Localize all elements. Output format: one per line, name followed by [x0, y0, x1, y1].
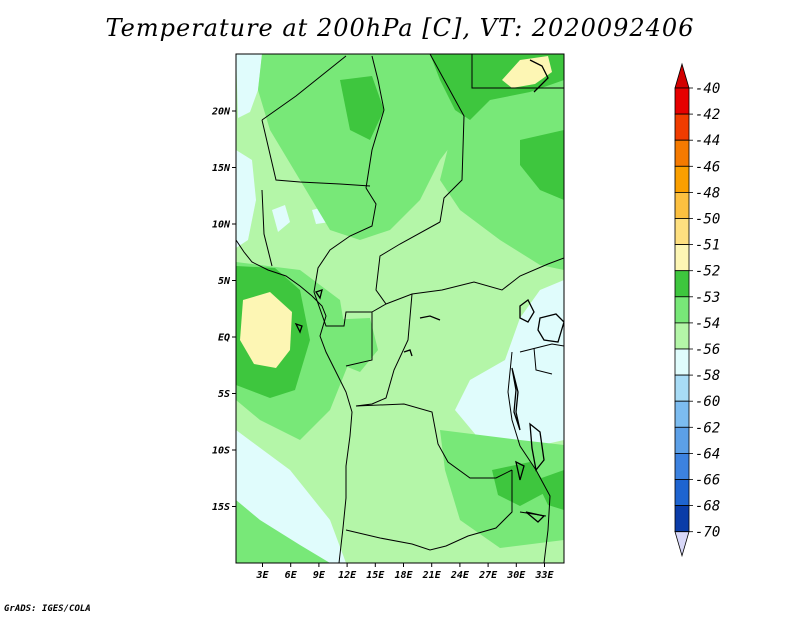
colorbar-label: -68 — [695, 499, 720, 515]
colorbar-label: -40 — [695, 81, 720, 97]
lon-label: 18E — [394, 570, 413, 581]
lat-label: 5S — [218, 389, 230, 400]
colorbar-label: -46 — [695, 159, 720, 175]
colorbar-swatch — [674, 87, 690, 115]
colorbar-label: -60 — [695, 394, 720, 410]
colorbar-label: -53 — [695, 290, 720, 306]
grads-credit: GrADS: IGES/COLA — [4, 604, 91, 614]
colorbar-label: -50 — [695, 212, 720, 228]
lon-label: 12E — [338, 570, 357, 581]
colorbar-swatch — [674, 113, 690, 141]
lat-label: 10S — [212, 446, 230, 457]
map-frame — [235, 53, 565, 564]
colorbar-label: -52 — [695, 264, 720, 280]
lon-label: 3E — [255, 570, 269, 581]
lat-label: EQ — [218, 333, 230, 344]
lon-label: 21E — [422, 570, 442, 581]
colorbar-swatch — [674, 400, 690, 428]
lon-label: 9E — [313, 570, 326, 581]
lat-label: 20N — [211, 107, 231, 118]
colorbar-swatch — [674, 191, 690, 219]
colorbar: -40 -42 -44 -46 -48 -50 -51 -52 -53 -54 -56 -58 -60 -… — [674, 62, 720, 558]
colorbar-swatch — [674, 348, 690, 376]
lat-label: 10N — [212, 220, 231, 231]
lon-label: 24E — [450, 570, 470, 581]
colorbar-label: -58 — [695, 368, 720, 384]
lon-label: 27E — [478, 570, 498, 581]
colorbar-swatch — [674, 452, 690, 480]
lakes — [294, 59, 564, 523]
lon-label: 30E — [506, 570, 526, 581]
colorbar-bottom-arrow — [674, 531, 690, 558]
colorbar-label: -66 — [695, 473, 720, 489]
colorbar-label: -70 — [695, 525, 720, 541]
map-title: Temperature at 200hPa [C], VT: 202009240… — [105, 14, 695, 42]
colorbar-swatch — [674, 139, 690, 167]
colorbar-label: -42 — [695, 107, 720, 123]
colorbar-swatch — [674, 218, 690, 246]
colorbar-swatch — [674, 296, 690, 324]
colorbar-label: -62 — [695, 420, 720, 436]
lat-label: 15N — [212, 163, 231, 174]
colorbar-swatch — [674, 165, 690, 193]
colorbar-label: -44 — [695, 133, 720, 149]
colorbar-swatch — [674, 479, 690, 507]
colorbar-label: -48 — [695, 185, 720, 201]
lat-label: 5N — [218, 276, 231, 287]
colorbar-label: -56 — [695, 342, 720, 358]
colorbar-swatch — [674, 270, 690, 298]
lat-label: 15S — [212, 502, 230, 513]
lon-label: 15E — [366, 570, 385, 581]
lon-label: 6E — [285, 570, 298, 581]
colorbar-label: -54 — [695, 316, 720, 332]
colorbar-top-arrow — [674, 62, 690, 89]
map-axes: 20N 15N 10N 5N EQ 5S 10S 15S 3E 6E 9E 12E 15E 18E 21E 2… — [211, 107, 555, 582]
colorbar-label: -64 — [695, 446, 720, 462]
colorbar-swatch — [674, 426, 690, 454]
lon-label: 33E — [534, 570, 554, 581]
temperature-field — [236, 54, 564, 563]
colorbar-swatch — [674, 374, 690, 402]
colorbar-swatch — [674, 505, 690, 533]
colorbar-swatch — [674, 322, 690, 350]
colorbar-swatch — [674, 244, 690, 272]
country-borders — [236, 54, 564, 563]
colorbar-label: -51 — [695, 238, 720, 254]
